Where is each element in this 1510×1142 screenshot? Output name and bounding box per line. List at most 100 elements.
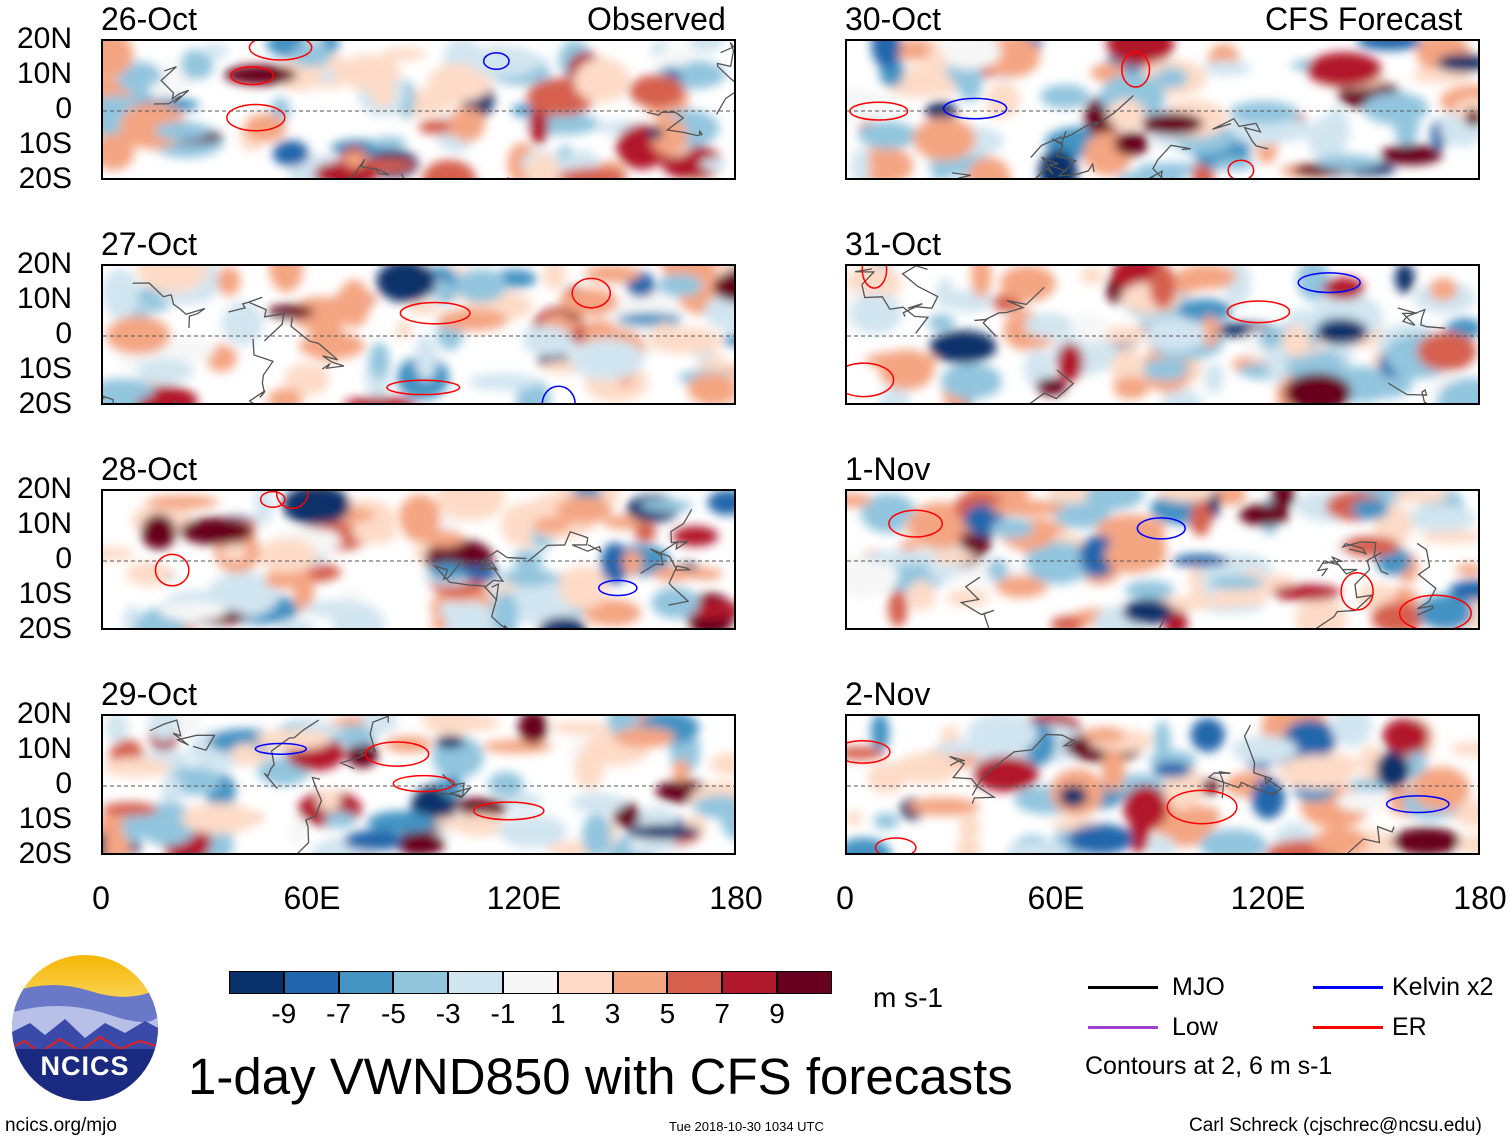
coastline	[1029, 369, 1075, 403]
colorbar-swatch	[283, 971, 339, 994]
anomaly-blob	[384, 736, 433, 753]
kelvin-contour	[942, 97, 1008, 120]
coastline	[1347, 825, 1395, 853]
anomaly-blob	[437, 716, 501, 732]
anomaly-blob	[1083, 726, 1125, 743]
anomaly-blob	[369, 342, 390, 379]
anomaly-blob	[217, 266, 241, 296]
map-panel	[101, 489, 736, 630]
anomaly-blob	[343, 396, 418, 403]
er-contour	[874, 837, 917, 853]
anomaly-blob	[1035, 377, 1067, 396]
colorbar-swatch	[448, 971, 503, 994]
anomaly-blob	[181, 802, 257, 835]
coastline	[132, 282, 206, 329]
anomaly-blob	[1047, 491, 1099, 504]
anomaly-blob	[367, 811, 435, 834]
anomaly-blob	[639, 499, 693, 512]
anomaly-blob	[927, 314, 956, 332]
anomaly-blob	[1201, 315, 1219, 348]
anomaly-blob	[1124, 580, 1175, 600]
anomaly-blob	[468, 373, 539, 391]
anomaly-blob	[556, 496, 612, 524]
anomaly-blob	[1412, 766, 1470, 811]
anomaly-blob	[1341, 535, 1400, 557]
anomaly-blob	[1177, 298, 1232, 323]
anomaly-blob	[149, 82, 171, 100]
anomaly-blob	[1284, 372, 1352, 403]
anomaly-blob	[407, 302, 440, 315]
anomaly-blob	[1101, 748, 1126, 792]
anomaly-blob	[337, 54, 401, 92]
lat-label: 10S	[18, 127, 72, 160]
anomaly-blob	[1059, 785, 1088, 808]
anomaly-blob	[847, 266, 902, 303]
vwnd-field	[847, 41, 1478, 178]
lat-label: 10S	[18, 352, 72, 385]
anomaly-blob	[1251, 777, 1285, 820]
anomaly-blob	[1113, 376, 1149, 400]
coastline	[901, 266, 939, 317]
observed-header: Observed	[587, 1, 726, 37]
anomaly-blob	[894, 752, 960, 784]
anomaly-blob	[1449, 579, 1478, 601]
anomaly-blob	[1097, 325, 1152, 344]
anomaly-blob	[1114, 131, 1149, 157]
anomaly-blob	[850, 292, 903, 335]
anomaly-blob	[1189, 499, 1212, 537]
anomaly-blob	[482, 739, 553, 754]
anomaly-blob	[956, 836, 981, 853]
panel-date: 26-Oct	[101, 1, 198, 37]
anomaly-blob	[687, 373, 734, 403]
anomaly-blob	[1271, 584, 1341, 601]
lat-label: 20S	[18, 162, 72, 195]
lon-label: 0	[836, 880, 854, 916]
anomaly-blob	[629, 74, 685, 108]
anomaly-blob	[116, 61, 162, 93]
map-panel	[845, 714, 1480, 855]
lat-label: 0	[55, 542, 72, 575]
anomaly-blob	[973, 756, 1039, 793]
anomaly-blob	[136, 358, 194, 384]
vwnd-field	[103, 716, 734, 853]
er-contour	[571, 277, 612, 309]
anomaly-blob	[255, 729, 332, 751]
forecast-header: CFS Forecast	[1265, 1, 1463, 37]
anomaly-blob	[1419, 529, 1478, 544]
anomaly-blob	[177, 716, 204, 737]
er-contour	[1340, 572, 1374, 611]
anomaly-blob	[958, 813, 981, 841]
coastline	[338, 716, 389, 770]
anomaly-blob	[571, 792, 626, 814]
anomaly-blob	[1417, 331, 1477, 372]
anomaly-blob	[613, 727, 675, 748]
legend-line-mjo	[1088, 986, 1158, 989]
anomaly-blob	[1266, 344, 1288, 385]
anomaly-blob	[1096, 514, 1166, 544]
anomaly-blob	[929, 330, 997, 364]
coastline	[646, 111, 704, 137]
anomaly-blob	[103, 41, 134, 79]
anomaly-blob	[1152, 762, 1192, 778]
anomaly-blob	[557, 167, 628, 178]
anomaly-blob	[221, 301, 264, 346]
kelvin-contour	[482, 52, 510, 71]
anomaly-blob	[870, 716, 890, 753]
anomaly-blob	[435, 491, 506, 521]
anomaly-blob	[1393, 491, 1449, 504]
er-contour	[847, 739, 891, 764]
anomaly-blob	[1336, 790, 1391, 812]
anomaly-blob	[437, 308, 509, 331]
anomaly-blob	[137, 802, 198, 846]
colorbar-swatch	[667, 971, 723, 994]
anomaly-blob	[141, 513, 176, 550]
coastline	[507, 177, 509, 178]
map-panel	[101, 39, 736, 180]
kelvin-contour	[1297, 272, 1361, 294]
anomaly-blob	[1203, 60, 1253, 76]
footer-url[interactable]: ncics.org/mjo	[5, 1115, 117, 1136]
anomaly-blob	[873, 813, 900, 830]
er-contour	[248, 41, 313, 61]
anomaly-blob	[1085, 491, 1145, 510]
anomaly-blob	[1375, 750, 1410, 789]
